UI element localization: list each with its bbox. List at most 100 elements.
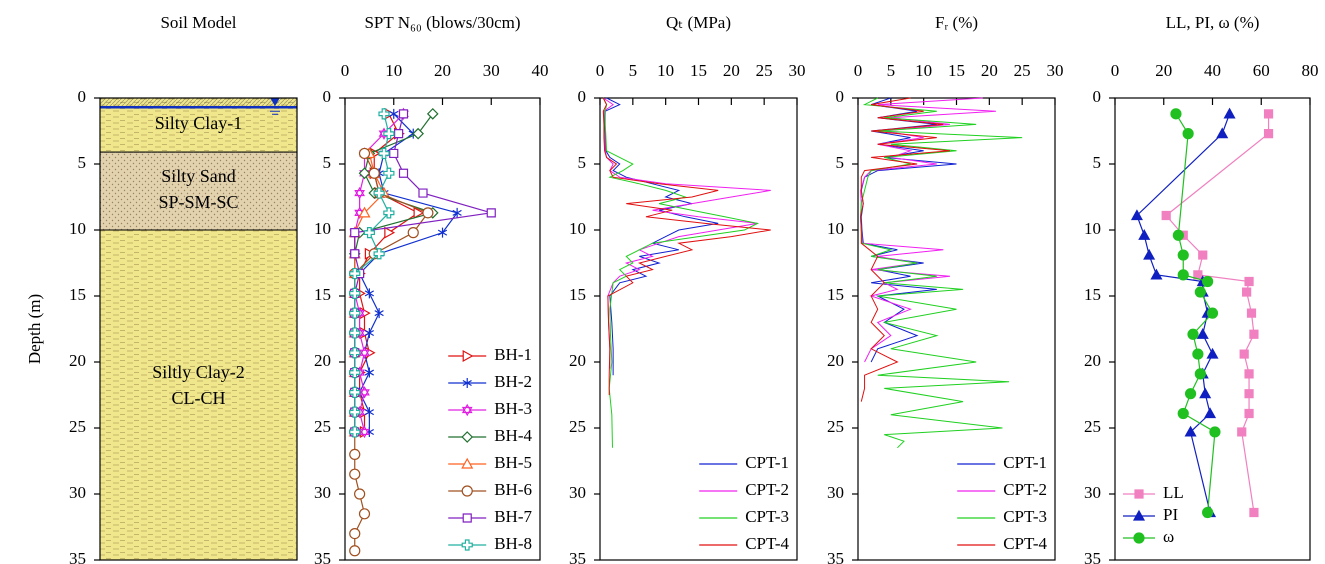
marker: [359, 346, 370, 359]
marker: [349, 366, 361, 379]
x-tick-label: 40: [1204, 61, 1221, 80]
marker: [1172, 229, 1184, 241]
x-tick-label: 0: [596, 61, 605, 80]
marker: [383, 167, 395, 179]
marker: [1130, 209, 1143, 221]
marker: [1177, 407, 1189, 420]
series-line: [354, 113, 435, 432]
marker: [1182, 128, 1194, 140]
y-tick-label: 0: [836, 87, 845, 106]
marker: [368, 167, 380, 179]
legend-label: BH-1: [494, 345, 532, 364]
marker: [1192, 348, 1204, 360]
x-tick-label: 30: [789, 61, 806, 80]
marker: [1194, 286, 1206, 298]
marker: [412, 127, 424, 140]
legend-label: BH-3: [494, 399, 532, 418]
y-tick-label: 15: [314, 285, 331, 304]
y-tick-label: 15: [1084, 285, 1101, 304]
series-line: [354, 113, 492, 432]
marker: [1199, 387, 1212, 399]
y-tick-label: 0: [323, 87, 332, 106]
marker: [349, 426, 361, 438]
y-tick-label: 10: [827, 219, 844, 238]
x-tick-label: 0: [341, 61, 350, 80]
x-tick-label: 0: [1111, 61, 1120, 80]
series-line: [602, 97, 760, 448]
marker: [349, 386, 361, 398]
marker: [398, 109, 409, 119]
marker: [1246, 308, 1257, 318]
marker: [1244, 369, 1254, 379]
marker: [1206, 347, 1219, 359]
x-tick-label: 15: [690, 61, 707, 80]
marker: [378, 147, 390, 160]
y-tick-label: 25: [569, 417, 586, 436]
marker: [358, 508, 371, 520]
legend-label: CPT-4: [1003, 534, 1047, 553]
x-tick-label: 15: [948, 61, 965, 80]
y-tick-label: 25: [314, 417, 331, 436]
x-tick-label: 0: [854, 61, 863, 80]
marker: [349, 307, 361, 319]
legend-label: CPT-1: [1003, 453, 1047, 472]
legend-marker: [461, 457, 474, 469]
y-tick-label: 25: [1084, 417, 1101, 436]
marker: [1223, 107, 1236, 119]
marker: [1244, 389, 1254, 399]
legend-marker: [1133, 532, 1145, 544]
marker: [1263, 129, 1274, 139]
marker: [1202, 506, 1214, 519]
marker: [1194, 368, 1206, 380]
y-tick-label: 5: [323, 153, 332, 172]
y-tick-label: 30: [69, 483, 86, 502]
marker: [1244, 408, 1254, 419]
marker: [418, 188, 428, 198]
y-tick-label: 10: [1084, 219, 1101, 238]
marker: [1209, 426, 1221, 438]
y-tick-label: 15: [827, 285, 844, 304]
y-tick-label: 25: [69, 417, 86, 436]
y-tick-label: 10: [314, 219, 331, 238]
marker: [1204, 407, 1217, 419]
series-line: [860, 97, 957, 363]
marker: [1184, 388, 1197, 400]
marker: [486, 208, 496, 218]
marker: [349, 448, 361, 460]
x-tick-label: 10: [657, 61, 674, 80]
y-tick-label: 30: [314, 483, 331, 502]
legend-label: BH-7: [494, 507, 532, 526]
y-tick-label: 0: [1093, 87, 1102, 106]
y-tick-label: 5: [78, 153, 87, 172]
legend-label: CPT-1: [745, 453, 789, 472]
legend-label: CPT-3: [1003, 507, 1047, 526]
marker: [1216, 127, 1229, 139]
y-tick-label: 20: [569, 351, 586, 370]
marker: [1184, 425, 1197, 437]
marker: [389, 148, 399, 159]
marker: [383, 207, 395, 219]
marker: [349, 267, 361, 280]
marker: [437, 227, 448, 238]
legend-label: BH-5: [494, 453, 532, 472]
y-tick-label: 20: [314, 351, 331, 370]
marker: [1161, 210, 1171, 221]
series-line: [1165, 113, 1270, 513]
marker: [364, 327, 375, 338]
marker: [383, 128, 395, 140]
y-tick-label: 10: [569, 219, 586, 238]
marker: [378, 108, 390, 120]
x-tick-label: 20: [723, 61, 740, 80]
x-tick-label: 20: [434, 61, 451, 80]
marker: [373, 187, 385, 199]
marker: [1237, 427, 1247, 437]
legend-marker: [461, 403, 473, 417]
legend-label: CPT-3: [745, 507, 789, 526]
y-tick-label: 20: [1084, 351, 1101, 370]
series-line: [860, 97, 1023, 449]
marker: [1249, 507, 1259, 518]
marker: [359, 425, 370, 439]
marker: [349, 406, 361, 418]
marker: [1239, 349, 1249, 359]
soil-label: CL-CH: [172, 388, 226, 408]
